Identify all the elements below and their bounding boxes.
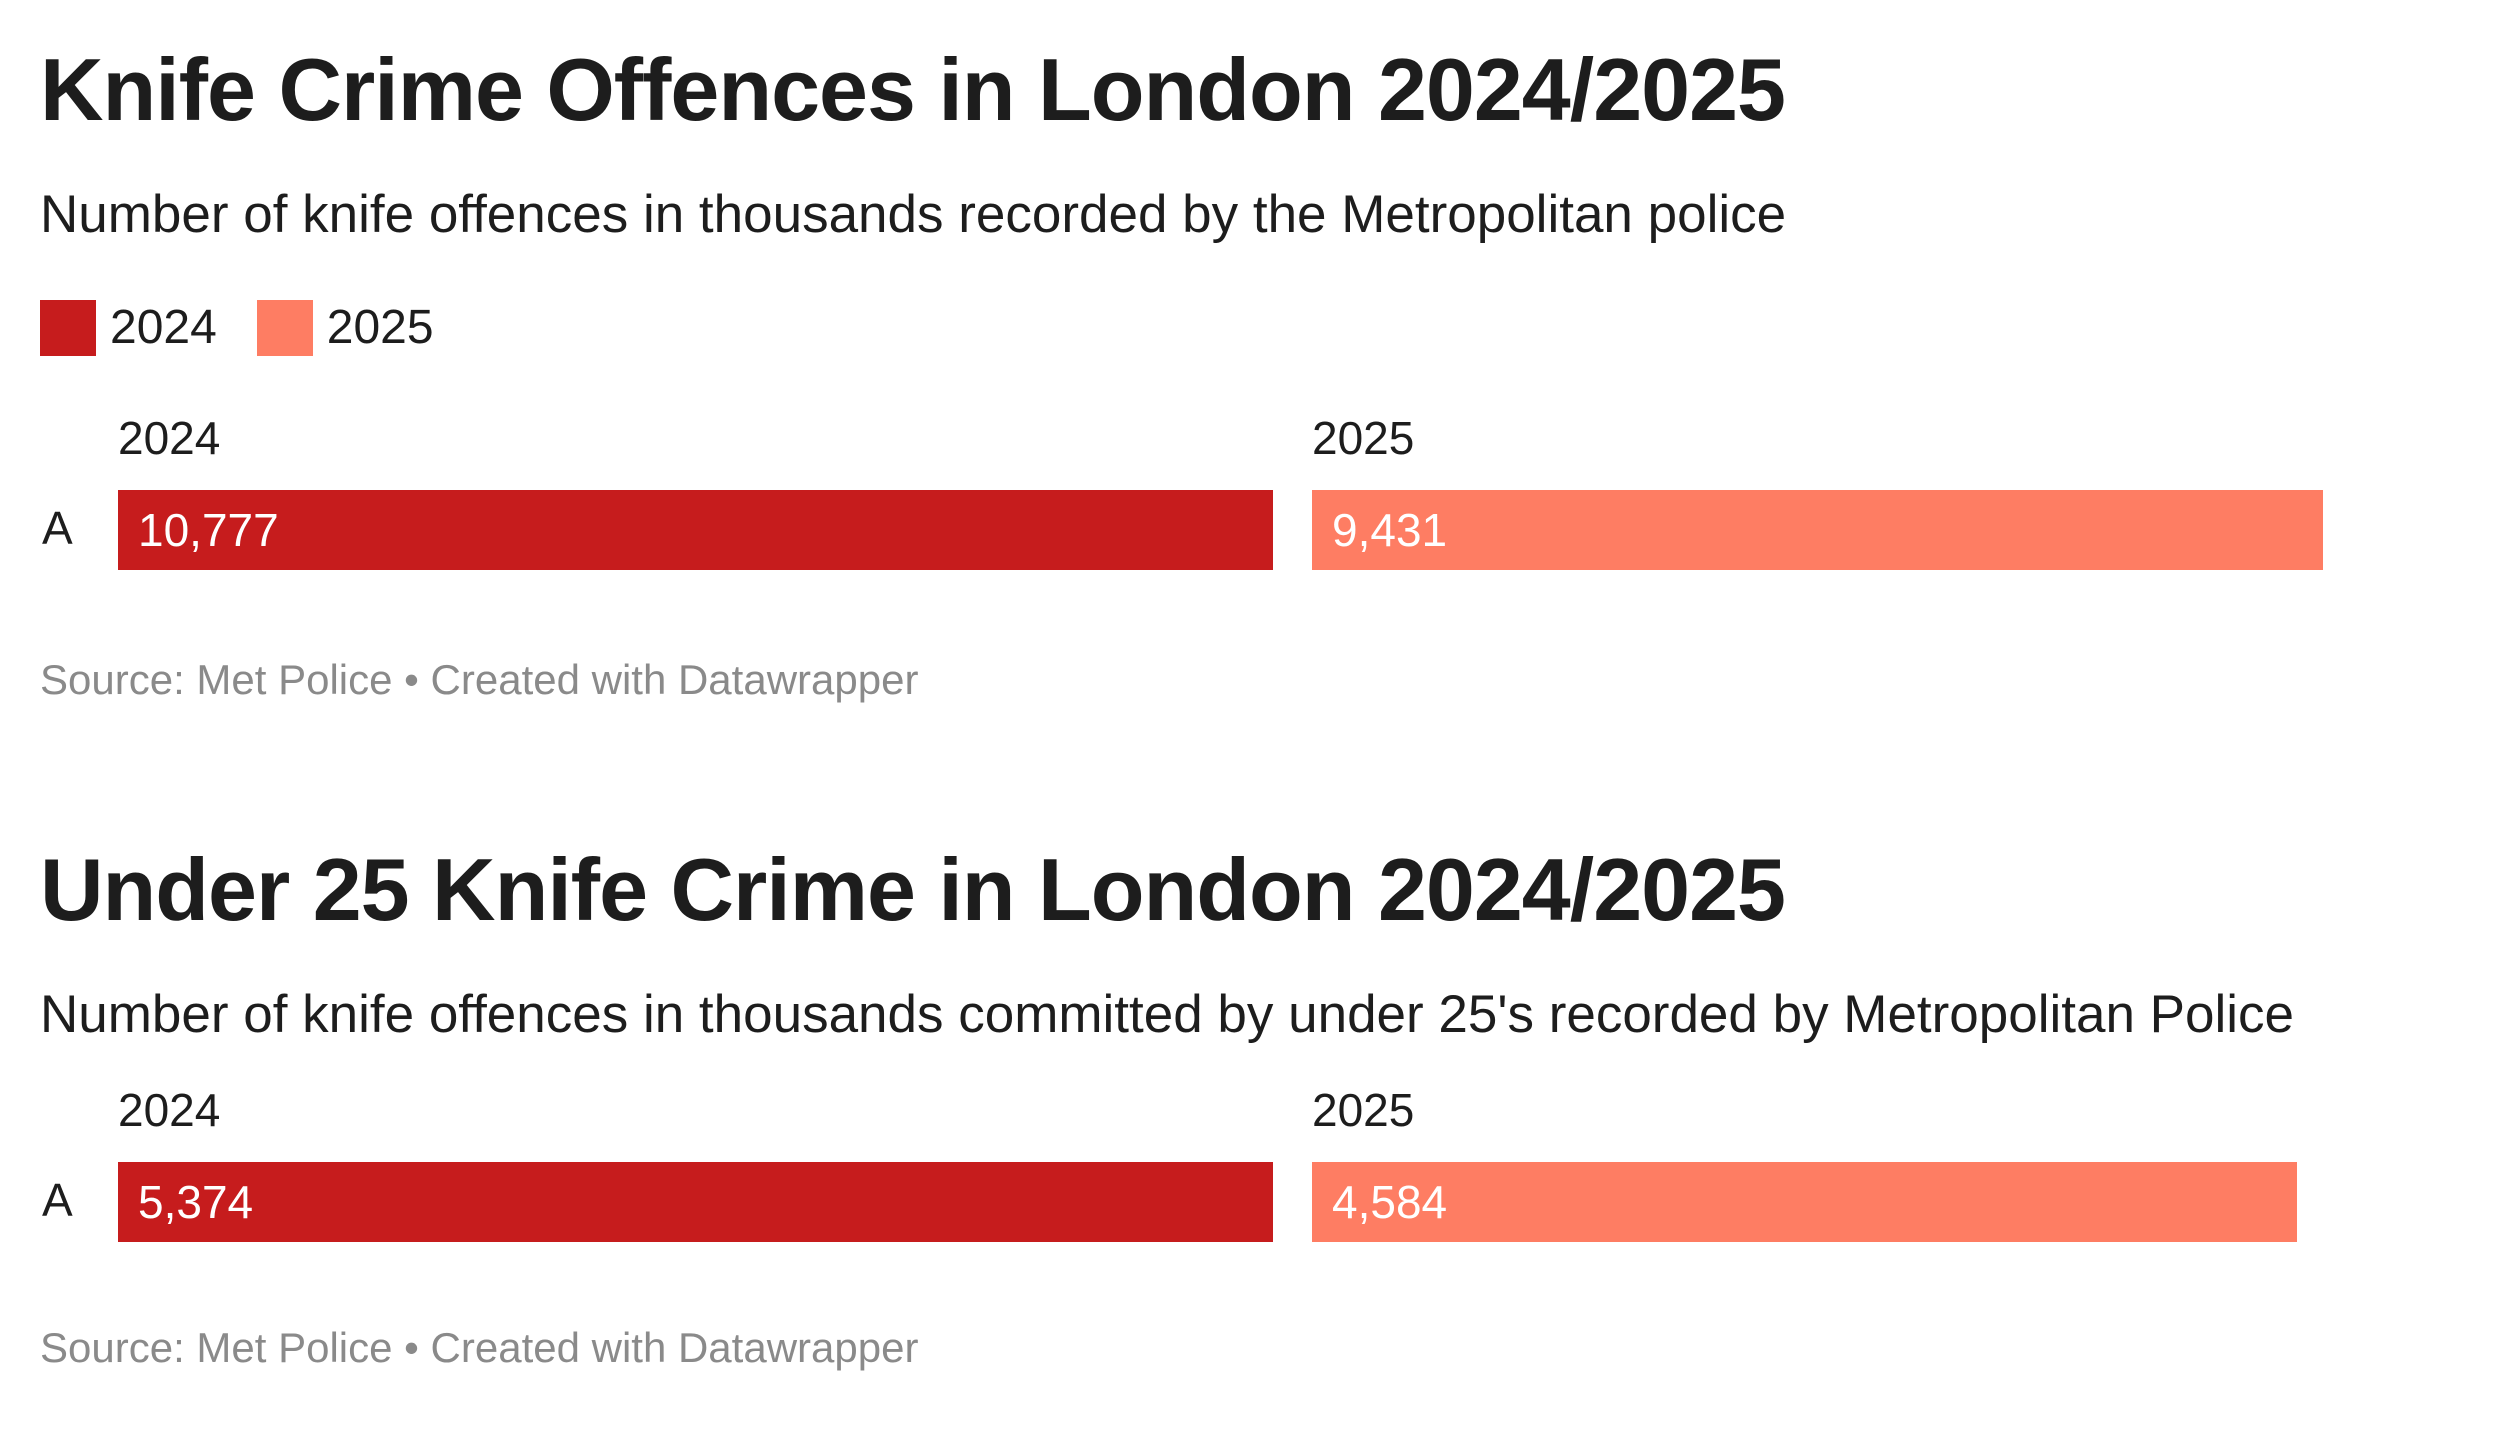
- bar-value-2024: 5,374: [138, 1176, 254, 1228]
- category-label: A: [42, 1174, 73, 1226]
- legend-swatch-2025: [256, 300, 313, 356]
- bar-value-2024: 10,777: [138, 504, 279, 556]
- source-note: Source: Met Police • Created with Datawr…: [40, 1324, 919, 1371]
- bar-value-2025: 9,431: [1332, 504, 1448, 556]
- chart-subtitle: Number of knife offences in thousands re…: [40, 185, 1787, 244]
- bar-2024: [118, 1162, 1273, 1242]
- legend-item-2025: 2025: [256, 298, 434, 358]
- bar-2025: [1312, 1162, 2297, 1242]
- category-label: A: [42, 502, 73, 554]
- chart-legend: 2024 2025: [40, 298, 474, 358]
- legend-label-2025: 2025: [326, 301, 434, 354]
- chart-title: Knife Crime Offences in London 2024/2025: [40, 40, 1786, 139]
- bar-2025: [1312, 490, 2323, 570]
- bar-plot: 2024 2025 A 10,777 9,431: [40, 408, 2480, 608]
- bar-plot: 2024 2025 A 5,374 4,584: [40, 1080, 2480, 1280]
- legend-item-2024: 2024: [40, 298, 217, 358]
- panel-label-2025: 2025: [1312, 1084, 1415, 1136]
- legend-label-2024: 2024: [110, 301, 217, 354]
- bar-2024: [118, 490, 1273, 570]
- panel-label-2025: 2025: [1312, 412, 1415, 464]
- chart-subtitle: Number of knife offences in thousands co…: [40, 985, 2295, 1044]
- legend-swatch-2024: [40, 300, 96, 356]
- bar-value-2025: 4,584: [1332, 1176, 1448, 1228]
- panel-label-2024: 2024: [118, 1084, 221, 1136]
- panel-label-2024: 2024: [118, 412, 221, 464]
- source-note: Source: Met Police • Created with Datawr…: [40, 656, 919, 703]
- chart-title: Under 25 Knife Crime in London 2024/2025: [40, 840, 1786, 939]
